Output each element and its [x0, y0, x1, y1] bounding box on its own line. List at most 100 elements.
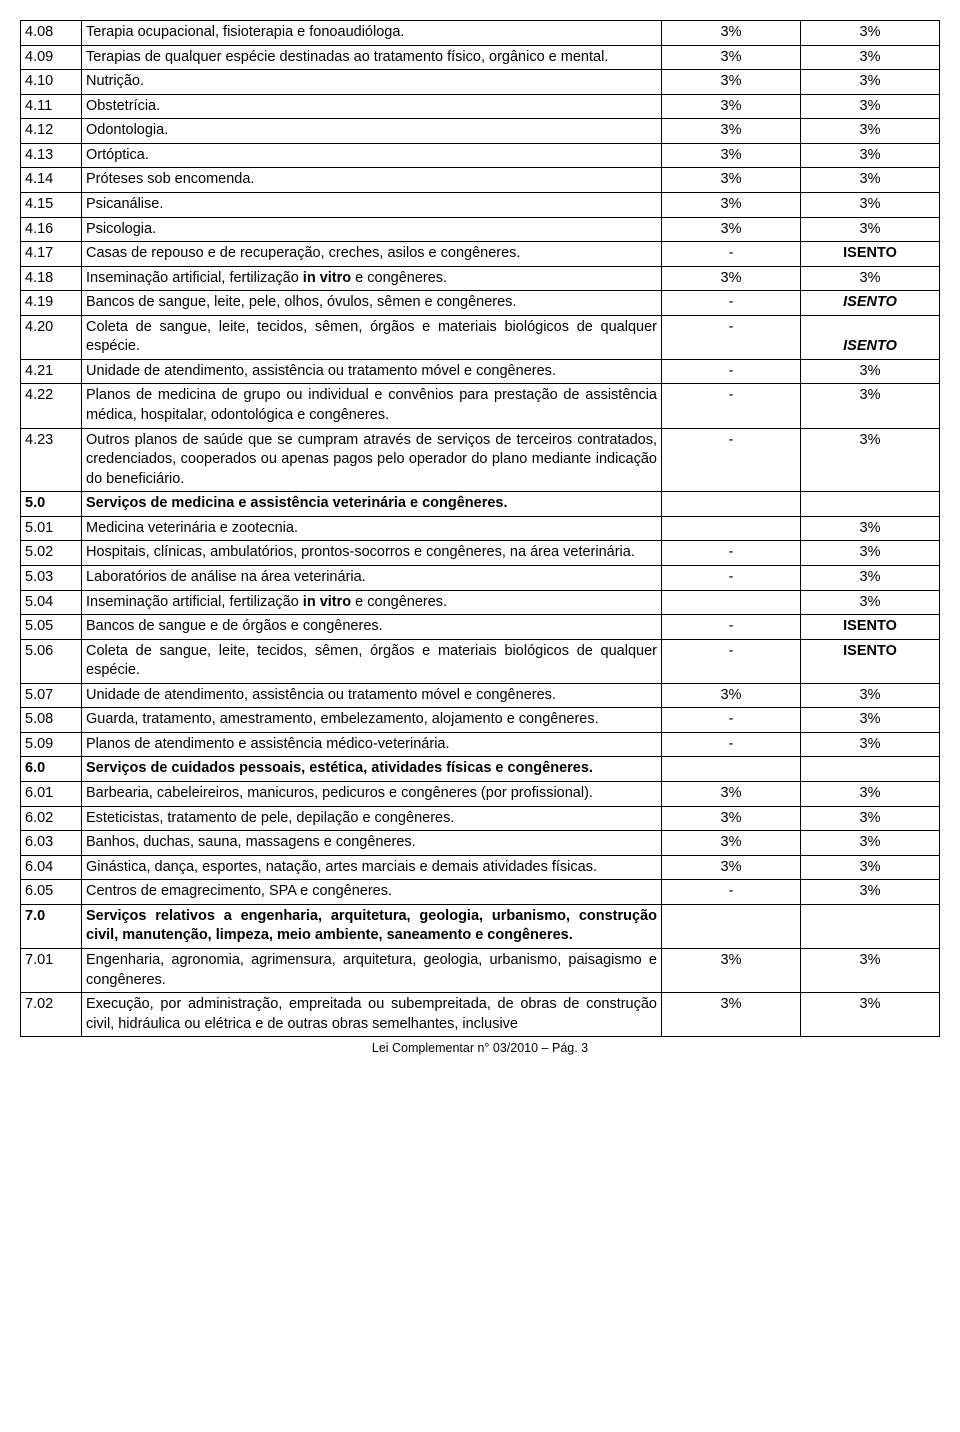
col3-cell: 3% — [662, 806, 801, 831]
desc-cell: Unidade de atendimento, assistência ou t… — [82, 683, 662, 708]
code-cell: 6.01 — [21, 782, 82, 807]
code-cell: 5.07 — [21, 683, 82, 708]
code-cell: 7.02 — [21, 993, 82, 1037]
col4-cell: 3% — [801, 708, 940, 733]
code-cell: 4.16 — [21, 217, 82, 242]
col3-cell: - — [662, 708, 801, 733]
col4-cell: 3% — [801, 428, 940, 492]
desc-cell: Guarda, tratamento, amestramento, embele… — [82, 708, 662, 733]
code-cell: 4.18 — [21, 266, 82, 291]
col4-cell: 3% — [801, 168, 940, 193]
page-footer: Lei Complementar n° 03/2010 – Pág. 3 — [20, 1041, 940, 1055]
table-row: 5.02Hospitais, clínicas, ambulatórios, p… — [21, 541, 940, 566]
col3-cell: - — [662, 428, 801, 492]
col3-cell: - — [662, 732, 801, 757]
desc-cell: Inseminação artificial, fertilização in … — [82, 266, 662, 291]
desc-cell: Planos de medicina de grupo ou individua… — [82, 384, 662, 428]
col4-cell: 3% — [801, 565, 940, 590]
desc-cell: Banhos, duchas, sauna, massagens e congê… — [82, 831, 662, 856]
desc-cell: Psicanálise. — [82, 192, 662, 217]
table-row: 4.19Bancos de sangue, leite, pele, olhos… — [21, 291, 940, 316]
col3-cell: - — [662, 291, 801, 316]
col4-cell: 3% — [801, 70, 940, 95]
col4-cell: 3% — [801, 217, 940, 242]
table-row: 6.05Centros de emagrecimento, SPA e cong… — [21, 880, 940, 905]
col3-cell — [662, 757, 801, 782]
table-row: 4.11Obstetrícia.3%3% — [21, 94, 940, 119]
code-cell: 4.21 — [21, 359, 82, 384]
desc-cell: Terapia ocupacional, fisioterapia e fono… — [82, 21, 662, 46]
desc-cell: Bancos de sangue e de órgãos e congênere… — [82, 615, 662, 640]
desc-cell: Execução, por administração, empreitada … — [82, 993, 662, 1037]
col4-cell: 3% — [801, 359, 940, 384]
code-cell: 7.0 — [21, 904, 82, 948]
table-row: 4.22Planos de medicina de grupo ou indiv… — [21, 384, 940, 428]
col4-cell: 3% — [801, 880, 940, 905]
col3-cell: 3% — [662, 831, 801, 856]
desc-cell: Planos de atendimento e assistência médi… — [82, 732, 662, 757]
col3-cell — [662, 590, 801, 615]
col3-cell: 3% — [662, 168, 801, 193]
desc-cell: Psicologia. — [82, 217, 662, 242]
col4-cell: 3% — [801, 590, 940, 615]
code-cell: 7.01 — [21, 948, 82, 992]
desc-cell: Inseminação artificial, fertilização in … — [82, 590, 662, 615]
col4-cell — [801, 904, 940, 948]
col4-cell: 3% — [801, 806, 940, 831]
desc-cell: Nutrição. — [82, 70, 662, 95]
col4-cell: 3% — [801, 948, 940, 992]
col3-cell: 3% — [662, 45, 801, 70]
col3-cell: - — [662, 541, 801, 566]
table-row: 5.06Coleta de sangue, leite, tecidos, sê… — [21, 639, 940, 683]
code-cell: 4.15 — [21, 192, 82, 217]
col3-cell: - — [662, 384, 801, 428]
code-cell: 5.01 — [21, 516, 82, 541]
col3-cell: 3% — [662, 70, 801, 95]
code-cell: 5.09 — [21, 732, 82, 757]
col3-cell — [662, 516, 801, 541]
col4-cell: 3% — [801, 94, 940, 119]
col3-cell: 3% — [662, 119, 801, 144]
col4-cell: 3% — [801, 192, 940, 217]
col3-cell: 3% — [662, 948, 801, 992]
table-row: 4.13Ortóptica.3%3% — [21, 143, 940, 168]
table-row: 5.04Inseminação artificial, fertilização… — [21, 590, 940, 615]
col4-cell: 3% — [801, 683, 940, 708]
code-cell: 5.02 — [21, 541, 82, 566]
code-cell: 5.05 — [21, 615, 82, 640]
col4-cell: 3% — [801, 993, 940, 1037]
desc-cell: Próteses sob encomenda. — [82, 168, 662, 193]
desc-cell: Centros de emagrecimento, SPA e congêner… — [82, 880, 662, 905]
col3-cell: 3% — [662, 21, 801, 46]
table-row: 6.0Serviços de cuidados pessoais, estéti… — [21, 757, 940, 782]
code-cell: 4.23 — [21, 428, 82, 492]
table-row: 6.03Banhos, duchas, sauna, massagens e c… — [21, 831, 940, 856]
services-table: 4.08Terapia ocupacional, fisioterapia e … — [20, 20, 940, 1037]
table-row: 4.12Odontologia.3%3% — [21, 119, 940, 144]
code-cell: 4.09 — [21, 45, 82, 70]
col3-cell: - — [662, 565, 801, 590]
code-cell: 6.05 — [21, 880, 82, 905]
code-cell: 5.06 — [21, 639, 82, 683]
table-row: 7.02Execução, por administração, empreit… — [21, 993, 940, 1037]
desc-cell: Bancos de sangue, leite, pele, olhos, óv… — [82, 291, 662, 316]
desc-cell: Ortóptica. — [82, 143, 662, 168]
code-cell: 5.04 — [21, 590, 82, 615]
col3-cell: 3% — [662, 143, 801, 168]
table-row: 4.20Coleta de sangue, leite, tecidos, sê… — [21, 315, 940, 359]
col3-cell: - — [662, 315, 801, 359]
col3-cell: 3% — [662, 782, 801, 807]
table-row: 4.21Unidade de atendimento, assistência … — [21, 359, 940, 384]
table-row: 4.09Terapias de qualquer espécie destina… — [21, 45, 940, 70]
table-body: 4.08Terapia ocupacional, fisioterapia e … — [21, 21, 940, 1037]
table-row: 4.18Inseminação artificial, fertilização… — [21, 266, 940, 291]
col4-cell: 3% — [801, 45, 940, 70]
col3-cell — [662, 904, 801, 948]
col4-cell: 3% — [801, 516, 940, 541]
table-row: 5.09Planos de atendimento e assistência … — [21, 732, 940, 757]
code-cell: 6.0 — [21, 757, 82, 782]
table-row: 4.14Próteses sob encomenda.3%3% — [21, 168, 940, 193]
table-row: 4.23Outros planos de saúde que se cumpra… — [21, 428, 940, 492]
col4-cell — [801, 492, 940, 517]
table-row: 4.10Nutrição.3%3% — [21, 70, 940, 95]
